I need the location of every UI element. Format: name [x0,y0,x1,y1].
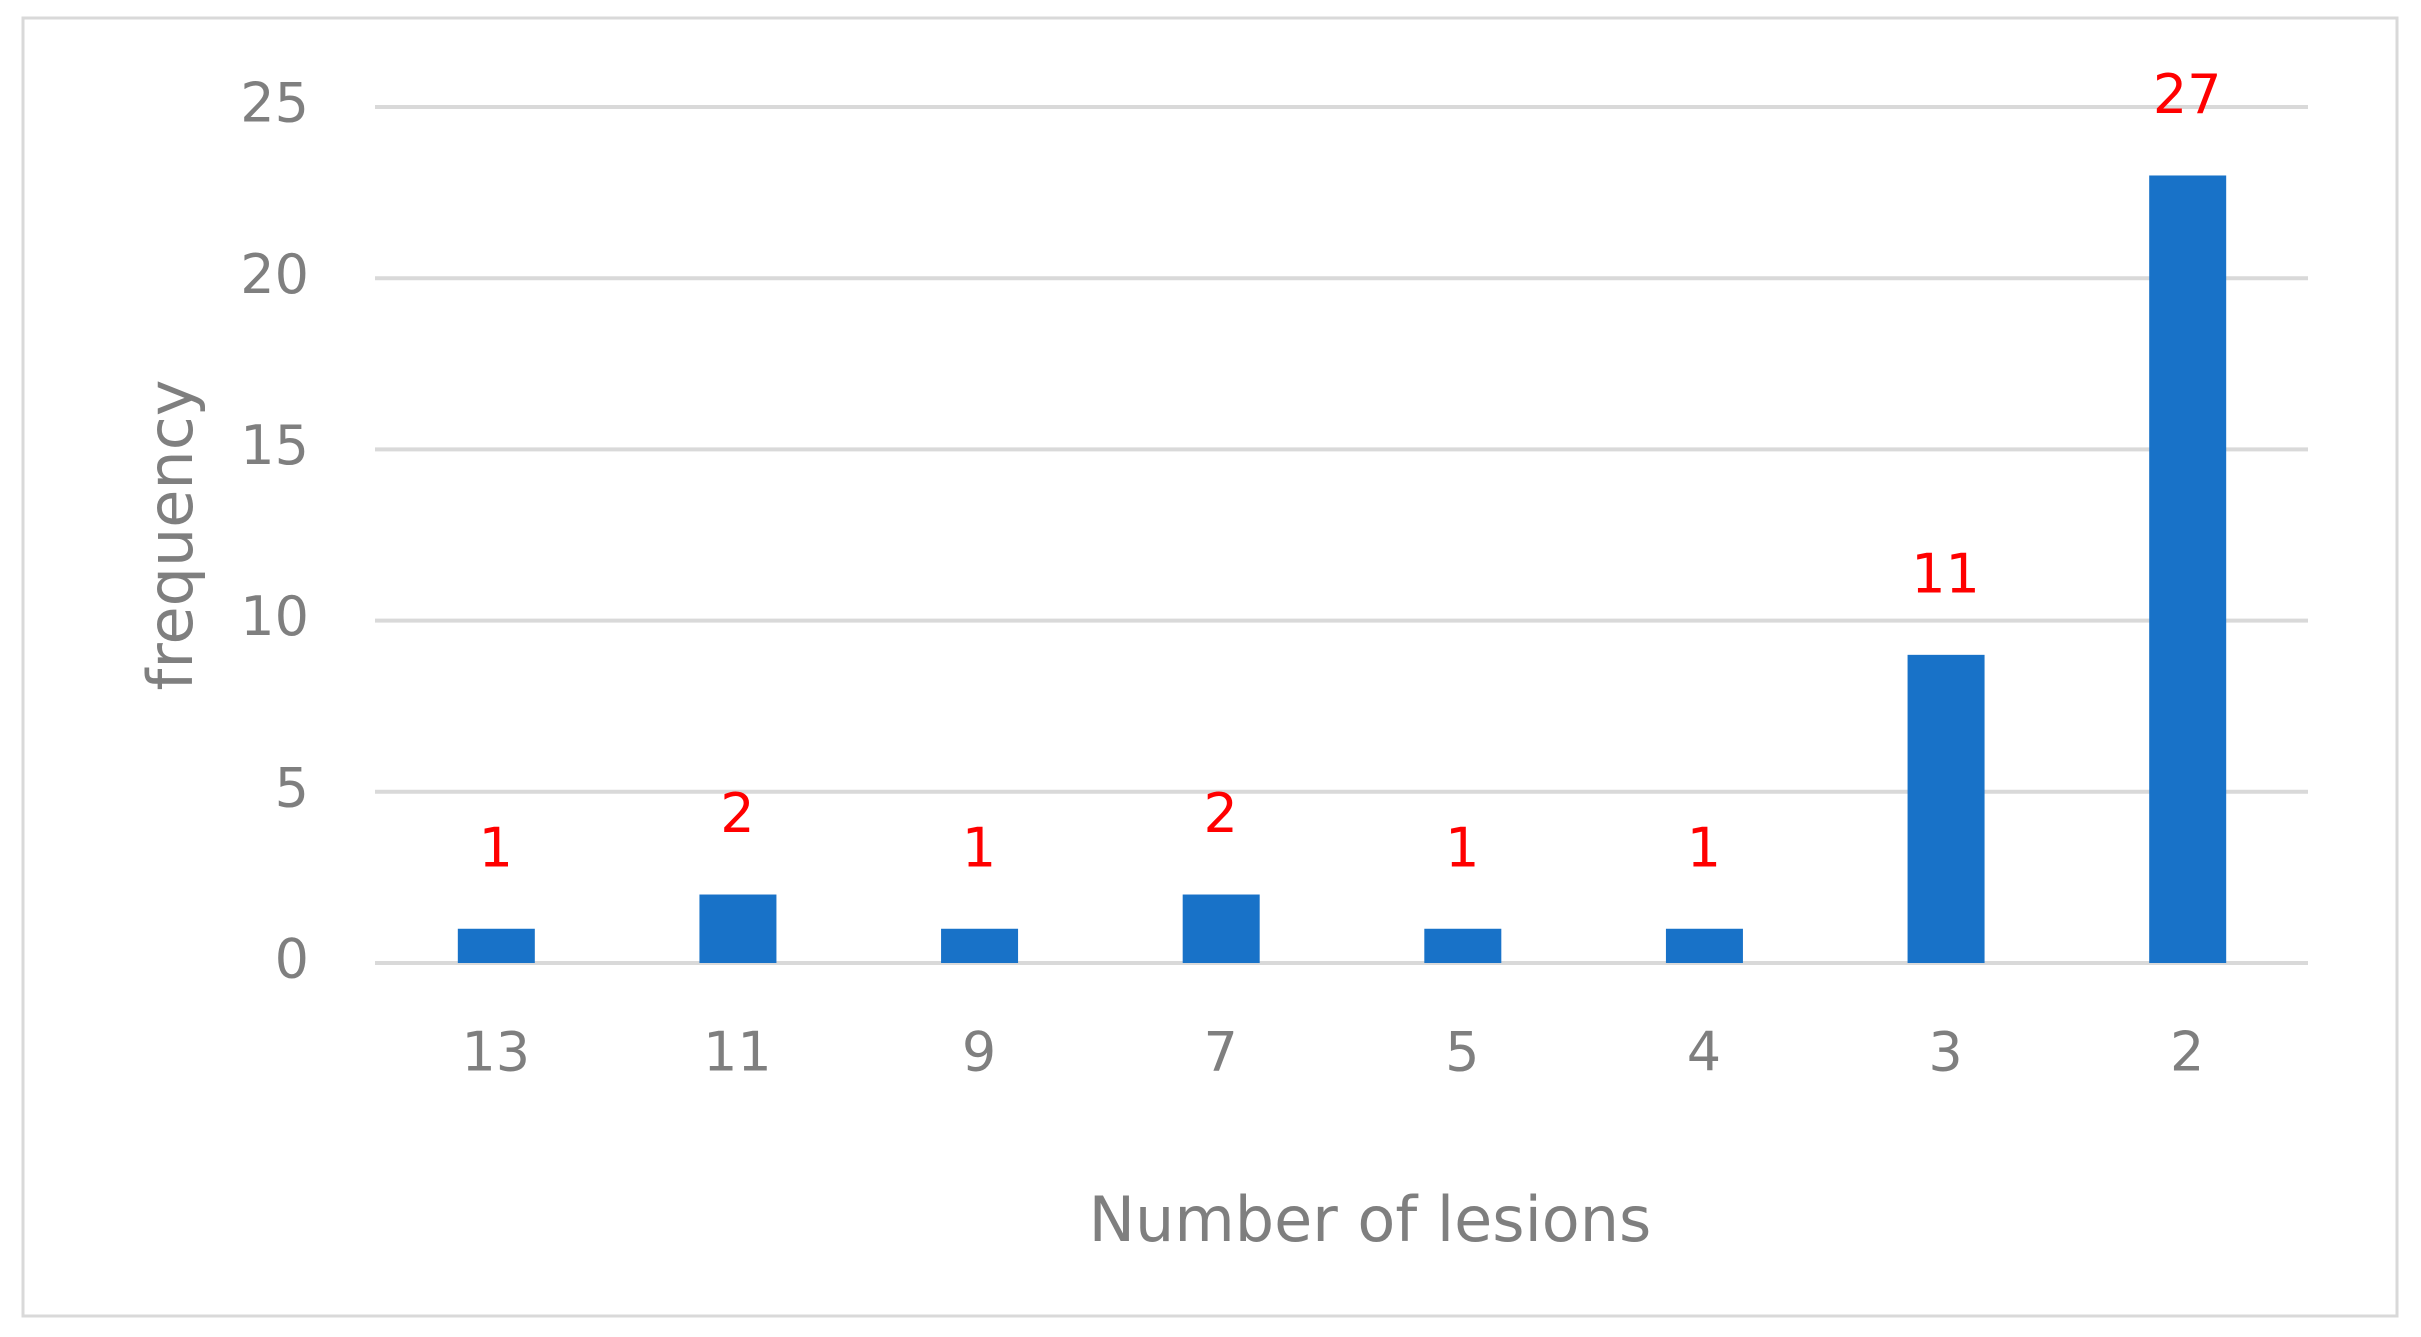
x-tick-label: 13 [461,1021,530,1084]
x-tick-label: 11 [703,1021,772,1084]
x-tick-label: 5 [1445,1021,1479,1084]
data-label: 1 [962,816,996,879]
y-axis-title: frequency [134,380,207,691]
data-label: 11 [1911,542,1980,605]
data-label: 27 [2153,63,2222,126]
x-tick-label: 2 [2170,1021,2204,1084]
bar [457,928,535,963]
x-tick-label: 9 [962,1021,996,1084]
y-tick-label: 5 [275,756,309,819]
y-tick-label: 10 [240,585,309,648]
data-label: 1 [479,816,513,879]
bar [1182,894,1260,963]
bar [1665,928,1743,963]
y-tick-label: 15 [240,414,309,477]
y-tick-label: 25 [240,72,309,135]
bar [2149,175,2227,964]
bar [1424,928,1502,963]
data-label: 1 [1445,816,1479,879]
y-tick-label: 0 [275,928,309,991]
x-tick-label: 7 [1204,1021,1238,1084]
bar [941,928,1019,963]
y-tick-label: 20 [240,243,309,306]
x-tick-label: 3 [1928,1021,1962,1084]
x-tick-label: 4 [1687,1021,1721,1084]
bar [699,894,777,963]
chart-frame [21,16,2399,1318]
data-label: 2 [720,782,754,845]
x-axis-title: Number of lesions [1089,1183,1652,1256]
bar [1907,654,1985,963]
data-label: 1 [1687,816,1721,879]
data-label: 2 [1204,782,1238,845]
